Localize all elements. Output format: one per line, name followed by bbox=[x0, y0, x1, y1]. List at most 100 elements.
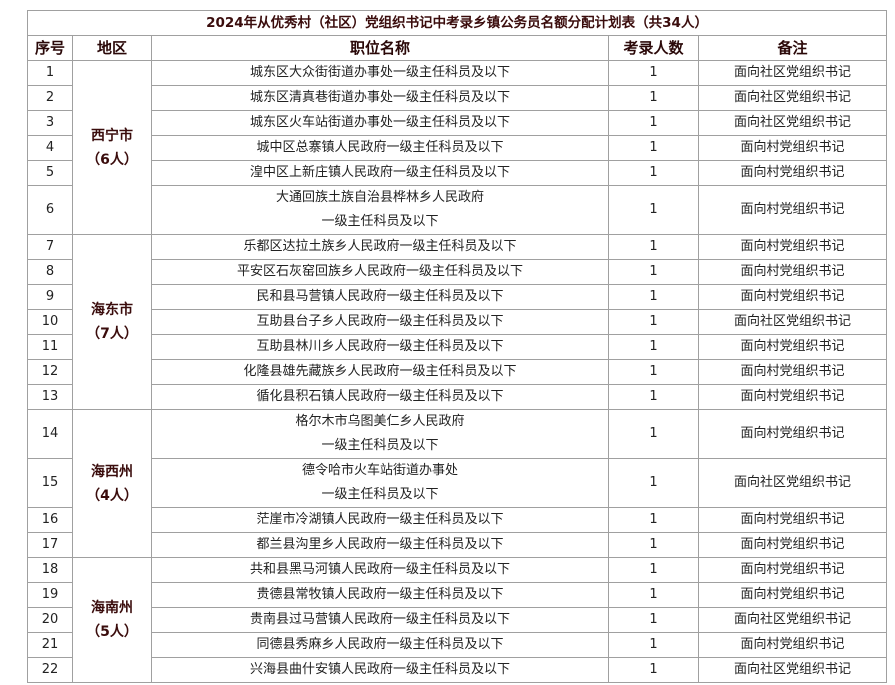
table-row: 12 化隆县雄先藏族乡人民政府一级主任科员及以下 1 面向村党组织书记 bbox=[27, 359, 888, 385]
row-number: 15 bbox=[27, 458, 73, 508]
row-number: 20 bbox=[27, 607, 73, 633]
position-line: 一级主任科员及以下 bbox=[321, 487, 439, 502]
row-number: 11 bbox=[27, 334, 73, 360]
note: 面向社区党组织书记 bbox=[697, 85, 888, 111]
position-line: 城东区清真巷街道办事处一级主任科员及以下 bbox=[249, 90, 510, 105]
position-name: 城中区总寨镇人民政府一级主任科员及以下 bbox=[151, 135, 609, 161]
position-name: 贵德县常牧镇人民政府一级主任科员及以下 bbox=[151, 582, 609, 608]
position-line: 平安区石灰窑回族乡人民政府一级主任科员及以下 bbox=[236, 264, 523, 279]
note: 面向村党组织书记 bbox=[697, 135, 888, 161]
table-row: 9 民和县马营镇人民政府一级主任科员及以下 1 面向村党组织书记 bbox=[27, 284, 888, 310]
table-row: 21 同德县秀麻乡人民政府一级主任科员及以下 1 面向村党组织书记 bbox=[27, 632, 888, 658]
position-name: 兴海县曲什安镇人民政府一级主任科员及以下 bbox=[151, 657, 609, 683]
table-row: 15 德令哈市火车站街道办事处 一级主任科员及以下 1 面向社区党组织书记 bbox=[27, 458, 888, 508]
admission-count: 1 bbox=[608, 458, 699, 508]
position-line: 化隆县雄先藏族乡人民政府一级主任科员及以下 bbox=[243, 364, 517, 379]
table-title: 2024年从优秀村（社区）党组织书记中考录乡镇公务员名额分配计划表（共34人） bbox=[26, 10, 888, 36]
position-name: 城东区火车站街道办事处一级主任科员及以下 bbox=[151, 110, 609, 136]
note: 面向社区党组织书记 bbox=[697, 607, 888, 633]
note: 面向村党组织书记 bbox=[697, 632, 888, 658]
position-line: 大通回族土族自治县桦林乡人民政府 bbox=[275, 190, 484, 205]
note: 面向村党组织书记 bbox=[697, 334, 888, 360]
table-row: 14 海西州 （4人） 格尔木市乌图美仁乡人民政府 一级主任科员及以下 1 面向村党组织书记 bbox=[27, 409, 888, 558]
region-name: 西宁市 bbox=[91, 127, 133, 144]
position-name: 循化县积石镇人民政府一级主任科员及以下 bbox=[151, 384, 609, 410]
position-name: 格尔木市乌图美仁乡人民政府 一级主任科员及以下 bbox=[151, 409, 609, 459]
header-position: 职位名称 bbox=[151, 35, 609, 61]
row-number: 22 bbox=[27, 657, 73, 683]
position-line: 湟中区上新庄镇人民政府一级主任科员及以下 bbox=[249, 165, 510, 180]
row-number: 14 bbox=[27, 409, 73, 459]
header-no: 序号 bbox=[27, 35, 73, 61]
admission-count: 1 bbox=[608, 409, 699, 459]
table-row: 20 贵南县过马营镇人民政府一级主任科员及以下 1 面向社区党组织书记 bbox=[27, 607, 888, 633]
region-cell: 海东市 （7人） bbox=[72, 234, 152, 410]
region-name: 海南州 bbox=[91, 600, 133, 616]
note: 面向村党组织书记 bbox=[697, 532, 888, 558]
note: 面向社区党组织书记 bbox=[697, 60, 888, 86]
header-region: 地区 bbox=[72, 35, 152, 61]
admission-count: 1 bbox=[608, 657, 699, 683]
note: 面向村党组织书记 bbox=[697, 234, 888, 260]
admission-count: 1 bbox=[608, 259, 699, 285]
admission-count: 1 bbox=[608, 334, 699, 360]
row-number: 16 bbox=[27, 507, 73, 533]
position-name: 民和县马营镇人民政府一级主任科员及以下 bbox=[151, 284, 609, 310]
header-row: 序号 地区 职位名称 考录人数 备注 bbox=[27, 35, 888, 61]
position-name: 城东区大众街街道办事处一级主任科员及以下 bbox=[151, 60, 609, 86]
position-name: 大通回族土族自治县桦林乡人民政府 一级主任科员及以下 bbox=[151, 185, 609, 235]
table-row: 17 都兰县沟里乡人民政府一级主任科员及以下 1 面向村党组织书记 bbox=[27, 532, 888, 558]
position-line: 茫崖市冷湖镇人民政府一级主任科员及以下 bbox=[256, 512, 504, 527]
region-cell: 海南州 （5人） bbox=[72, 557, 152, 683]
position-line: 共和县黑马河镇人民政府一级主任科员及以下 bbox=[249, 562, 510, 577]
admission-count: 1 bbox=[608, 384, 699, 410]
row-number: 7 bbox=[27, 234, 73, 260]
row-number: 12 bbox=[27, 359, 73, 385]
note: 面向村党组织书记 bbox=[697, 284, 888, 310]
admission-count: 1 bbox=[608, 632, 699, 658]
position-name: 化隆县雄先藏族乡人民政府一级主任科员及以下 bbox=[151, 359, 609, 385]
admission-count: 1 bbox=[608, 60, 699, 86]
note: 面向社区党组织书记 bbox=[697, 657, 888, 683]
position-name: 贵南县过马营镇人民政府一级主任科员及以下 bbox=[151, 607, 609, 633]
table-row: 3 城东区火车站街道办事处一级主任科员及以下 1 面向社区党组织书记 bbox=[27, 110, 888, 136]
row-number: 18 bbox=[27, 557, 73, 583]
position-line: 乐都区达拉土族乡人民政府一级主任科员及以下 bbox=[243, 239, 517, 254]
admission-count: 1 bbox=[608, 557, 699, 583]
row-number: 5 bbox=[27, 160, 73, 186]
position-name: 湟中区上新庄镇人民政府一级主任科员及以下 bbox=[151, 160, 609, 186]
region-count: （7人） bbox=[86, 326, 138, 342]
position-name: 共和县黑马河镇人民政府一级主任科员及以下 bbox=[151, 557, 609, 583]
table-row: 16 茫崖市冷湖镇人民政府一级主任科员及以下 1 面向村党组织书记 bbox=[27, 507, 888, 533]
position-name: 德令哈市火车站街道办事处 一级主任科员及以下 bbox=[151, 458, 609, 508]
quota-table: 2024年从优秀村（社区）党组织书记中考录乡镇公务员名额分配计划表（共34人） … bbox=[26, 10, 888, 683]
position-name: 同德县秀麻乡人民政府一级主任科员及以下 bbox=[151, 632, 609, 658]
position-name: 平安区石灰窑回族乡人民政府一级主任科员及以下 bbox=[151, 259, 609, 285]
row-number: 3 bbox=[27, 110, 73, 136]
region-cell: 海西州 （4人） bbox=[72, 409, 152, 558]
position-line: 一级主任科员及以下 bbox=[321, 438, 439, 453]
position-line: 兴海县曲什安镇人民政府一级主任科员及以下 bbox=[249, 662, 510, 677]
row-number: 4 bbox=[27, 135, 73, 161]
note: 面向社区党组织书记 bbox=[697, 309, 888, 335]
region-count: （5人） bbox=[86, 624, 138, 640]
table-row: 1 西宁市 （6人） 城东区大众街街道办事处一级主任科员及以下 1 面向社区党组织书记 bbox=[27, 60, 888, 235]
position-line: 贵德县常牧镇人民政府一级主任科员及以下 bbox=[256, 587, 504, 602]
region-count: （6人） bbox=[86, 151, 138, 168]
admission-count: 1 bbox=[608, 607, 699, 633]
note: 面向村党组织书记 bbox=[697, 409, 888, 459]
table-row: 2 城东区清真巷街道办事处一级主任科员及以下 1 面向社区党组织书记 bbox=[27, 85, 888, 111]
position-line: 格尔木市乌图美仁乡人民政府 bbox=[295, 414, 465, 429]
row-number: 9 bbox=[27, 284, 73, 310]
region-name: 海西州 bbox=[91, 463, 133, 480]
table-row: 5 湟中区上新庄镇人民政府一级主任科员及以下 1 面向村党组织书记 bbox=[27, 160, 888, 186]
admission-count: 1 bbox=[608, 582, 699, 608]
position-name: 都兰县沟里乡人民政府一级主任科员及以下 bbox=[151, 532, 609, 558]
admission-count: 1 bbox=[608, 309, 699, 335]
admission-count: 1 bbox=[608, 284, 699, 310]
row-number: 8 bbox=[27, 259, 73, 285]
row-number: 2 bbox=[27, 85, 73, 111]
header-count: 考录人数 bbox=[608, 35, 699, 61]
admission-count: 1 bbox=[608, 532, 699, 558]
position-name: 互助县台子乡人民政府一级主任科员及以下 bbox=[151, 309, 609, 335]
